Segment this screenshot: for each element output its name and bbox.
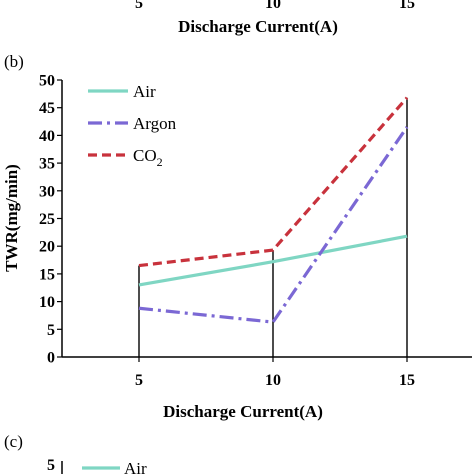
chart-b: (b) TWR(mg/min) 0 5 10 15 20 25 30 35 40 45 50 5 10…: [2, 52, 472, 421]
y-tick-label-0: 0: [47, 350, 55, 367]
legend-label-air: Air: [133, 82, 156, 101]
bottom-fragment: (c) 5 Air: [4, 432, 147, 474]
y-tick-label-20: 20: [39, 239, 55, 256]
y-tick-label-25: 25: [39, 211, 55, 228]
drop-lines: [138, 97, 408, 357]
legend-label-argon: Argon: [133, 114, 177, 133]
top-fragment: 5 10 15 Discharge Current(A): [135, 0, 415, 36]
series-line-co2: [138, 96, 409, 268]
legend: Air Argon CO2: [88, 82, 177, 169]
x-tick-label-15: 15: [399, 372, 415, 389]
y-tick-label-15: 15: [39, 266, 55, 283]
y-tick-label-30: 30: [39, 183, 55, 200]
x-axis-title: Discharge Current(A): [163, 402, 323, 421]
x-tick-label-5: 5: [135, 372, 143, 389]
y-tick-label-5: 5: [47, 322, 55, 339]
x-axis-ticks: 5 10 15: [135, 357, 415, 389]
legend-label-co2: CO2: [133, 146, 163, 169]
bottom-legend-label-air: Air: [124, 459, 147, 474]
top-x-tick-5: 5: [135, 0, 143, 12]
series-line-air: [138, 234, 408, 287]
y-tick-label-50: 50: [39, 73, 55, 90]
top-x-tick-15: 15: [399, 0, 415, 12]
top-x-axis-title: Discharge Current(A): [178, 17, 338, 36]
y-tick-label-35: 35: [39, 156, 55, 173]
y-tick-label-40: 40: [39, 128, 55, 145]
panel-label-c: (c): [4, 432, 23, 451]
y-axis-title: TWR(mg/min): [2, 164, 21, 272]
y-axis-ticks: 0 5 10 15 20 25 30 35 40 45 50: [39, 73, 62, 367]
y-tick-label-10: 10: [39, 294, 55, 311]
top-x-tick-10: 10: [265, 0, 281, 12]
panel-label-b: (b): [4, 52, 24, 71]
series-lines: [138, 96, 409, 324]
x-tick-label-10: 10: [265, 372, 281, 389]
bottom-y-tick-5: 5: [47, 457, 55, 474]
y-tick-label-45: 45: [39, 100, 55, 117]
